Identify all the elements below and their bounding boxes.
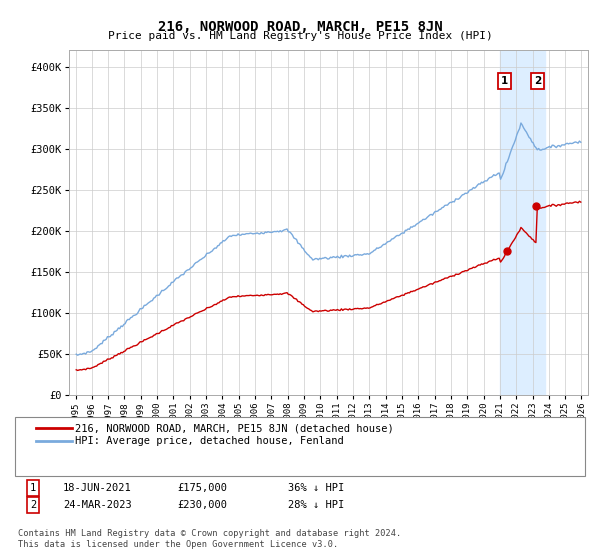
Text: £230,000: £230,000 (177, 500, 227, 510)
Bar (500, 50, 545, 395)
Text: 216, NORWOOD ROAD, MARCH, PE15 8JN: 216, NORWOOD ROAD, MARCH, PE15 8JN (158, 20, 442, 34)
Text: HPI: Average price, detached house, Fenland: HPI: Average price, detached house, Fenl… (75, 436, 344, 446)
Text: Contains HM Land Registry data © Crown copyright and database right 2024.
This d: Contains HM Land Registry data © Crown c… (18, 529, 401, 549)
Text: £175,000: £175,000 (177, 483, 227, 493)
Text: 1: 1 (501, 76, 508, 86)
Text: 36% ↓ HPI: 36% ↓ HPI (288, 483, 344, 493)
Text: 216, NORWOOD ROAD, MARCH, PE15 8JN (detached house): 216, NORWOOD ROAD, MARCH, PE15 8JN (deta… (75, 423, 394, 433)
Text: 2: 2 (30, 500, 36, 510)
Text: 2: 2 (534, 76, 541, 86)
Text: 24-MAR-2023: 24-MAR-2023 (63, 500, 132, 510)
Text: Price paid vs. HM Land Registry's House Price Index (HPI): Price paid vs. HM Land Registry's House … (107, 31, 493, 41)
Text: 1: 1 (30, 483, 36, 493)
Text: 28% ↓ HPI: 28% ↓ HPI (288, 500, 344, 510)
Text: 18-JUN-2021: 18-JUN-2021 (63, 483, 132, 493)
